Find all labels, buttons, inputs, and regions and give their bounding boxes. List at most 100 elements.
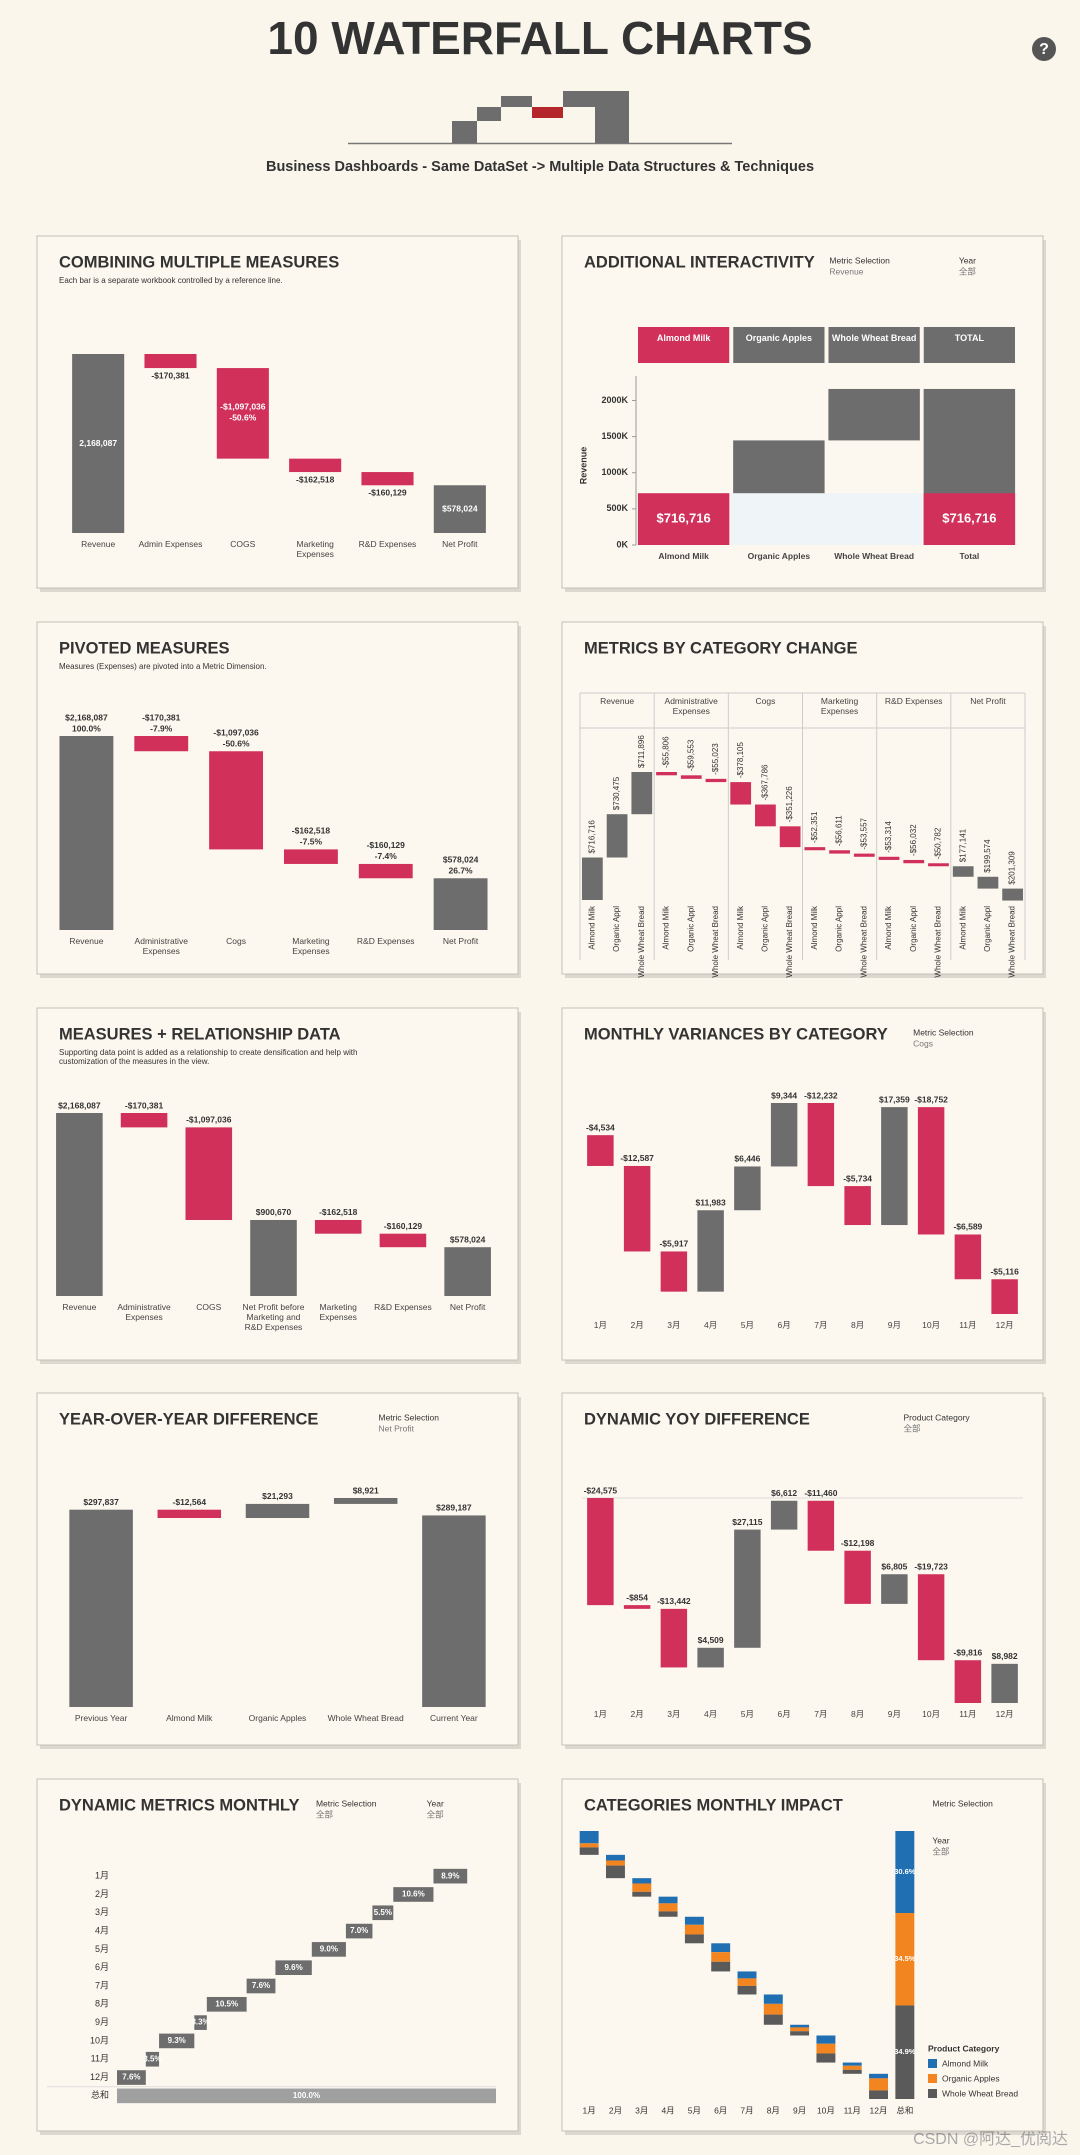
group-label: Cogs	[755, 697, 776, 706]
chart-subtitle-box: Each bar is a separate workbook controll…	[59, 276, 283, 285]
y-tick-label: 1000K	[601, 467, 628, 477]
group-label: Net Profit	[970, 697, 1006, 706]
value-label: 7.6%	[252, 1981, 270, 1990]
bar-segment	[737, 1978, 757, 1986]
total-segment	[895, 1913, 915, 2006]
value-label: $177,141	[958, 828, 967, 862]
group-label: Revenue	[600, 697, 635, 706]
filter-value: 全部	[427, 1809, 445, 1819]
x-tick-label: 7月	[740, 2105, 753, 2115]
group-label-box: Administrative Expenses	[665, 697, 718, 716]
filter-label: Year	[932, 1835, 949, 1845]
bar	[581, 857, 603, 900]
percent-label: -7.4%	[375, 851, 398, 861]
percent-label: -50.6%	[229, 413, 256, 423]
legend-swatch	[928, 2059, 937, 2068]
x-tick-label-box: R&D Expenses	[374, 1303, 432, 1312]
bar	[433, 1868, 468, 1884]
x-tick-label: 总和	[896, 2105, 913, 2115]
x-tick-label: Organic Apples	[248, 1714, 307, 1723]
value-label: $6,805	[881, 1561, 907, 1571]
bar-segment	[711, 1961, 731, 1972]
bar	[120, 1113, 168, 1128]
bar-segment	[711, 1943, 731, 1953]
x-tick-label: 11月	[959, 1710, 977, 1719]
x-tick-label: Net Profit	[449, 1303, 486, 1312]
value-label: -$367,786	[761, 764, 770, 801]
bar-segment	[763, 2014, 783, 2025]
filter-button[interactable]	[638, 327, 730, 363]
value-label: $716,716	[657, 511, 711, 526]
help-icon[interactable]: ?	[1039, 41, 1049, 58]
bar	[444, 1247, 491, 1296]
help-button[interactable]	[1032, 37, 1056, 61]
filter-button[interactable]	[828, 327, 920, 363]
bar	[314, 1219, 362, 1234]
filter-button[interactable]	[923, 327, 1015, 363]
bar	[422, 1515, 486, 1707]
bar	[954, 1660, 982, 1703]
bar	[117, 2070, 146, 2085]
y-tick-label: 4月	[95, 1925, 109, 1935]
x-tick-label: 11月	[844, 2105, 861, 2115]
group-label: Marketing Expenses	[820, 697, 859, 716]
filter-label: Metric Selection	[316, 1798, 377, 1808]
percent-label: 100.0%	[72, 723, 101, 733]
x-tick-label: 6月	[777, 1321, 791, 1330]
value-label: -$1,097,036	[220, 402, 266, 412]
value-label: 2,168,087	[79, 438, 117, 448]
x-tick-label: Net Profit	[442, 540, 478, 549]
bar	[157, 1509, 222, 1519]
value-label: -$378,105	[736, 742, 745, 779]
filter-button[interactable]	[733, 327, 825, 363]
bar-segment	[684, 1934, 704, 1944]
filter-value: Cogs	[913, 1038, 933, 1048]
x-tick-label: Marketing Expenses	[296, 540, 334, 559]
value-label: $578,024	[442, 503, 478, 513]
x-tick-label-box: Revenue	[81, 540, 116, 549]
filter-label: Metric Selection	[932, 1798, 993, 1808]
logo	[348, 91, 732, 145]
x-tick-label: Almond Milk	[736, 905, 745, 950]
x-tick-label: Almond Milk	[884, 905, 893, 950]
value-label: $8,921	[353, 1485, 379, 1495]
x-tick-label: 12月	[995, 1710, 1014, 1719]
value-label: -$53,557	[859, 817, 868, 849]
x-tick-label-box: 3月	[667, 1710, 680, 1719]
x-tick-label: 10月	[817, 2105, 835, 2115]
filter-value: Net Profit	[379, 1423, 415, 1433]
bar	[917, 1107, 945, 1235]
bar	[779, 826, 801, 848]
value-label: -$854	[626, 1592, 648, 1602]
bar	[903, 859, 925, 864]
bar	[770, 1500, 798, 1530]
x-tick-label: Whole Wheat Bread	[834, 552, 915, 561]
x-tick-label: 5月	[740, 1710, 754, 1719]
bar-segment	[632, 1883, 652, 1892]
value-label: 10.6%	[402, 1890, 425, 1899]
chart-subtitle-box: Supporting data point is added as a rela…	[59, 1048, 357, 1066]
filter-button-label-box: Organic Apples	[746, 333, 812, 343]
x-tick-label-box: Total	[960, 552, 980, 561]
legend-swatch	[928, 2089, 937, 2098]
x-tick-label: 2月	[609, 2105, 622, 2115]
x-tick-label: R&D Expenses	[374, 1303, 432, 1312]
x-tick-label-box: R&D Expenses	[357, 937, 415, 946]
x-tick-label: 8月	[851, 1710, 865, 1719]
value-label: 3.3%	[191, 2018, 209, 2027]
x-tick-label-box: 5月	[740, 1710, 754, 1719]
x-tick-label: Revenue	[81, 540, 116, 549]
chart-title: ADDITIONAL INTERACTIVITY	[584, 253, 815, 271]
bar	[145, 2051, 160, 2067]
bar-segment	[605, 1854, 625, 1861]
y-tick-label: 0K	[616, 539, 628, 549]
value-label: -$55,023	[711, 743, 720, 775]
chart-title: YEAR-OVER-YEAR DIFFERENCE	[59, 1410, 318, 1428]
x-tick-label-box: Almond Milk	[658, 552, 709, 561]
value-label: $11,983	[695, 1198, 726, 1208]
legend-swatch	[928, 2074, 937, 2083]
bar	[433, 485, 486, 533]
value-label: 7.6%	[122, 2073, 140, 2082]
bar-segment	[632, 1878, 652, 1884]
value-label: -$160,129	[367, 840, 406, 850]
